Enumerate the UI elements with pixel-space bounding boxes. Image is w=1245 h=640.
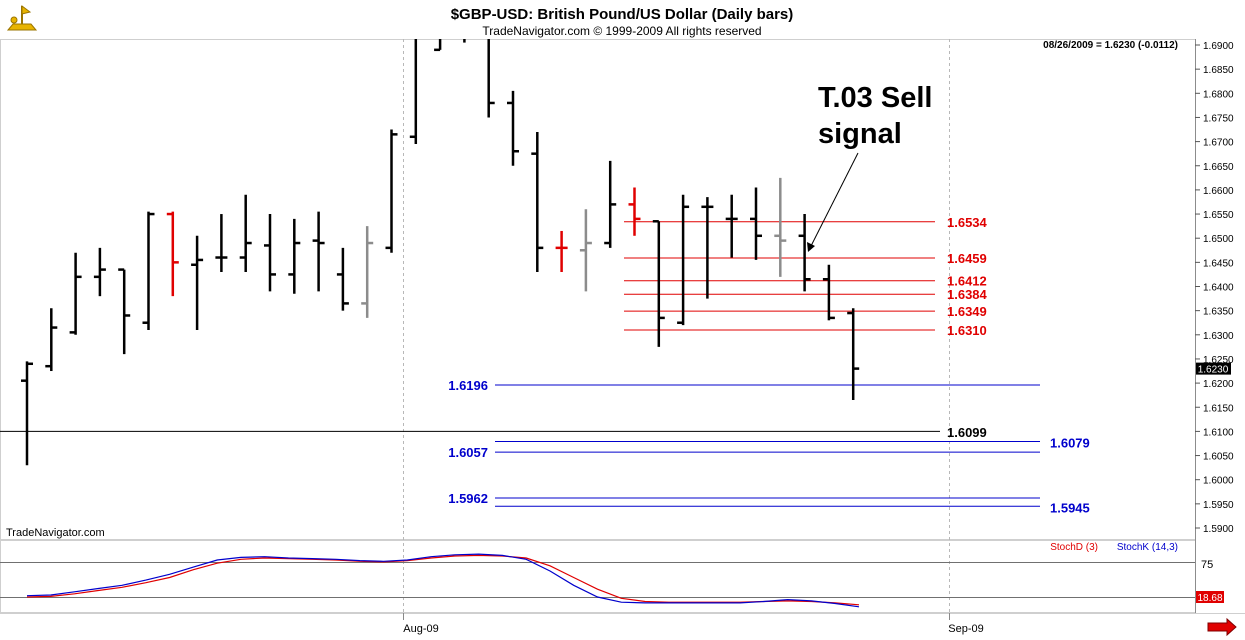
current-price-tag: 1.6230 bbox=[1196, 362, 1231, 376]
ohlc-bar bbox=[239, 194, 252, 273]
red-level-label: 1.6534 bbox=[947, 215, 988, 230]
ohlc-bar bbox=[701, 197, 714, 299]
ohlc-bar bbox=[409, 39, 418, 145]
ohlc-bar bbox=[750, 187, 762, 260]
ohlc-bar bbox=[774, 177, 787, 277]
red-level-label: 1.6412 bbox=[947, 274, 987, 289]
ohlc-bar bbox=[312, 211, 325, 292]
x-label-aug: Aug-09 bbox=[403, 623, 438, 635]
ohlc-bar bbox=[264, 214, 276, 292]
ohlc-bar bbox=[21, 361, 33, 466]
watermark: TradeNavigator.com bbox=[6, 527, 105, 539]
chart-title: $GBP-USD: British Pound/US Dollar (Daily… bbox=[451, 6, 794, 23]
red-level-label: 1.6459 bbox=[947, 251, 987, 266]
ohlc-bar bbox=[166, 211, 179, 297]
main-panel-frame bbox=[0, 39, 1196, 540]
stoch-tick-75: 75 bbox=[1201, 559, 1213, 571]
ohlc-bar bbox=[507, 90, 519, 166]
stoch-panel-frame bbox=[0, 540, 1196, 613]
ohlc-bar bbox=[822, 264, 835, 321]
stoch-legend-d: StochD (3) bbox=[1050, 542, 1098, 553]
ohlc-bar bbox=[725, 194, 738, 258]
x-axis-strip bbox=[0, 613, 1245, 640]
ohlc-bar bbox=[847, 308, 860, 401]
y-tick-label: 1.6700 bbox=[1203, 138, 1234, 149]
y-tick-label: 1.6400 bbox=[1203, 283, 1234, 294]
y-tick-label: 1.6050 bbox=[1203, 452, 1234, 463]
annotation-line2: signal bbox=[818, 118, 902, 150]
red-level-label: 1.6310 bbox=[947, 323, 987, 338]
y-tick-label: 1.5900 bbox=[1203, 524, 1234, 535]
annotation-arrow bbox=[807, 152, 859, 252]
ohlc-bar bbox=[798, 214, 811, 292]
y-tick-label: 1.6550 bbox=[1203, 210, 1234, 221]
ohlc-bar bbox=[142, 211, 155, 330]
annotation-line1: T.03 Sell bbox=[818, 82, 932, 114]
ohlc-bar bbox=[487, 39, 495, 118]
blue-level-label: 1.6079 bbox=[1050, 436, 1090, 451]
y-tick-label: 1.6600 bbox=[1203, 186, 1234, 197]
ohlc-bar bbox=[385, 129, 398, 253]
y-tick-label: 1.6300 bbox=[1203, 331, 1234, 342]
ohlc-bar bbox=[288, 218, 301, 294]
y-tick-label: 1.6750 bbox=[1203, 113, 1234, 124]
blue-level-label: 1.6196 bbox=[448, 378, 488, 393]
chart-subtitle: TradeNavigator.com © 1999-2009 All right… bbox=[482, 24, 761, 38]
ohlc-bar bbox=[604, 160, 617, 248]
ohlc-bar bbox=[652, 220, 665, 347]
svg-text:18.68: 18.68 bbox=[1197, 593, 1222, 604]
ohlc-bar bbox=[628, 187, 641, 236]
ohlc-bar bbox=[215, 214, 228, 273]
ohlc-bar bbox=[69, 252, 82, 335]
ohlc-bar bbox=[361, 226, 374, 318]
svg-text:1.6230: 1.6230 bbox=[1198, 365, 1229, 376]
blue-level-label: 1.6057 bbox=[448, 445, 488, 460]
ohlc-bar bbox=[434, 39, 442, 52]
y-tick-label: 1.6850 bbox=[1203, 65, 1234, 76]
blue-level-label: 1.5945 bbox=[1050, 500, 1090, 515]
y-tick-label: 1.6250 bbox=[1203, 355, 1234, 366]
y-tick-label: 1.6450 bbox=[1203, 258, 1234, 269]
black-level-label: 1.6099 bbox=[947, 425, 987, 440]
ohlc-bar bbox=[93, 247, 106, 297]
stoch-k-line bbox=[26, 553, 860, 608]
ohlc-bar bbox=[45, 308, 58, 372]
y-tick-label: 1.6000 bbox=[1203, 476, 1234, 487]
ohlc-bars bbox=[21, 39, 860, 466]
y-tick-label: 1.5950 bbox=[1203, 500, 1234, 511]
stoch-value-tag: 18.68 bbox=[1196, 591, 1224, 604]
ohlc-bar bbox=[677, 194, 690, 326]
blue-level-label: 1.5962 bbox=[448, 491, 488, 506]
logo-icon bbox=[6, 5, 38, 31]
ohlc-bar bbox=[579, 209, 592, 292]
ohlc-bar bbox=[531, 131, 544, 273]
price-axis: 1.5900 1.5950 1.6000 1.6050 1.6100 1.6150 1.62… bbox=[1195, 41, 1234, 535]
y-tick-label: 1.6100 bbox=[1203, 427, 1234, 438]
stoch-d-line bbox=[26, 554, 860, 606]
ohlc-bar bbox=[191, 235, 204, 330]
x-label-sep: Sep-09 bbox=[948, 623, 983, 635]
y-tick-label: 1.6800 bbox=[1203, 89, 1234, 100]
red-level-label: 1.6384 bbox=[947, 287, 988, 302]
ohlc-bar bbox=[118, 268, 131, 355]
last-price-info: 08/26/2009 = 1.6230 (-0.0112) bbox=[1043, 40, 1178, 51]
y-tick-label: 1.6900 bbox=[1203, 41, 1234, 52]
y-tick-label: 1.6150 bbox=[1203, 403, 1234, 414]
y-tick-label: 1.6200 bbox=[1203, 379, 1234, 390]
ohlc-bar bbox=[336, 247, 349, 311]
y-tick-label: 1.6500 bbox=[1203, 234, 1234, 245]
stoch-legend-k: StochK (14,3) bbox=[1117, 542, 1178, 553]
ohlc-bar bbox=[555, 230, 568, 273]
scroll-right-arrow-icon[interactable] bbox=[1207, 617, 1237, 637]
y-tick-label: 1.6650 bbox=[1203, 162, 1234, 173]
y-tick-label: 1.6350 bbox=[1203, 307, 1234, 318]
red-level-label: 1.6349 bbox=[947, 304, 987, 319]
